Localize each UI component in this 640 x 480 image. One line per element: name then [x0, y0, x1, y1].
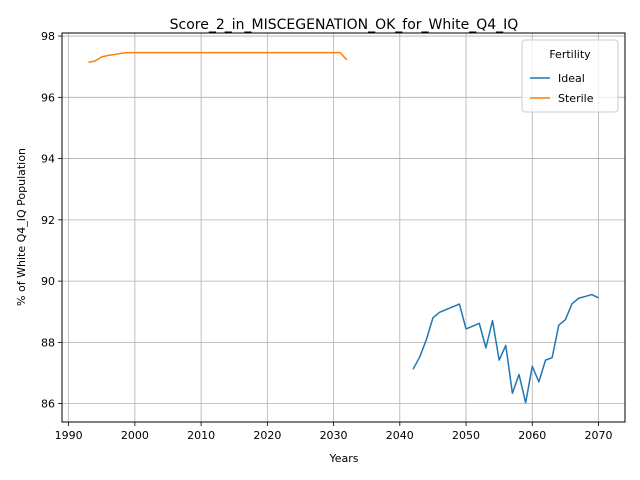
x-tick-label: 2060: [518, 429, 546, 442]
legend-box: [521, 39, 619, 113]
x-tick-label: 2030: [320, 429, 348, 442]
x-tick-label: 2000: [121, 429, 149, 442]
y-axis: 86 88 90 92 94 96 98: [41, 30, 62, 411]
x-tick-label: 1990: [55, 429, 83, 442]
series-line-sterile: [88, 51, 348, 64]
y-tick-label: 86: [41, 398, 55, 411]
y-tick-label: 96: [41, 91, 55, 104]
x-axis-label: Years: [328, 452, 358, 465]
legend-label-sterile: Sterile: [558, 92, 594, 105]
series-lines: [88, 51, 599, 404]
y-axis-label: % of White Q4_IQ Population: [15, 148, 28, 306]
y-tick-label: 98: [41, 30, 55, 43]
x-tick-label: 2010: [187, 429, 215, 442]
x-tick-label: 2040: [386, 429, 414, 442]
legend-title: Fertility: [549, 48, 591, 61]
x-tick-label: 2020: [253, 429, 281, 442]
y-tick-label: 88: [41, 336, 55, 349]
legend: Fertility Ideal Sterile: [521, 39, 619, 113]
x-tick-label: 2070: [585, 429, 613, 442]
x-axis: 1990 2000 2010 2020 2030 2040 2050 2060 2070: [55, 422, 613, 442]
series-line-ideal: [412, 293, 599, 404]
x-tick-label: 2050: [452, 429, 480, 442]
chart-title: Score_2_in_MISCEGENATION_OK_for_White_Q4…: [170, 17, 519, 33]
legend-label-ideal: Ideal: [558, 72, 585, 85]
y-tick-label: 94: [41, 153, 55, 166]
y-tick-label: 92: [41, 214, 55, 227]
axes-frame: [61, 32, 626, 423]
y-tick-label: 90: [41, 275, 55, 288]
